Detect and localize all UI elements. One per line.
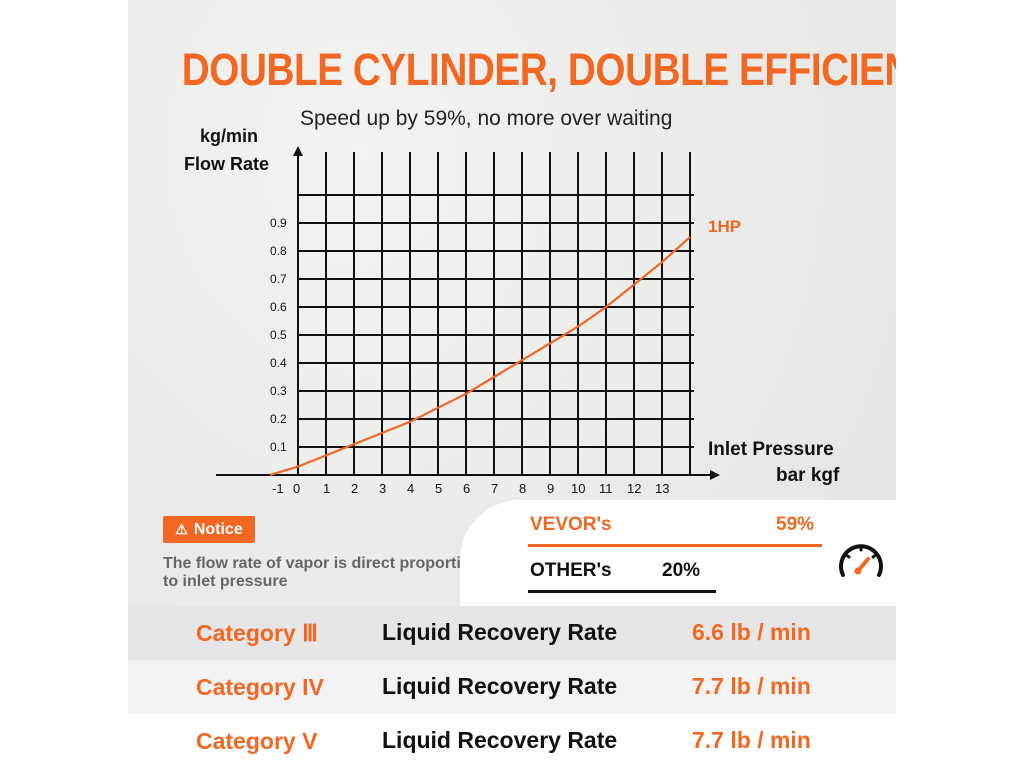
- chart-series: [269, 236, 691, 477]
- table-row: Category V Liquid Recovery Rate 7.7 lb /…: [128, 714, 896, 768]
- x-tick-label: 8: [519, 481, 526, 496]
- x-tick-label: 6: [463, 481, 470, 496]
- x-tick-label: 12: [627, 481, 641, 496]
- chart-axes: [216, 146, 720, 480]
- other-label: OTHER's: [530, 560, 612, 581]
- other-bar: [528, 590, 716, 593]
- y-tick-label: 0.5: [270, 328, 287, 342]
- y-tick-label: 0.3: [270, 384, 287, 398]
- metric-label: Liquid Recovery Rate: [382, 727, 618, 753]
- category-label: Category Ⅲ: [196, 620, 318, 646]
- x-axis-arrow: [710, 470, 720, 480]
- chart-subtitle: Speed up by 59%, no more over waiting: [300, 107, 673, 130]
- vevor-value: 59%: [776, 514, 815, 535]
- metric-label: Liquid Recovery Rate: [382, 619, 618, 645]
- y-tick-label: 0.9: [270, 216, 287, 230]
- category-label: Category IV: [196, 674, 324, 700]
- speedometer-icon: [839, 544, 883, 577]
- x-tick-label: 2: [351, 481, 358, 496]
- series-label-1hp: 1HP: [708, 217, 741, 236]
- warning-icon: ⚠: [175, 521, 188, 537]
- x-tick-label: 10: [571, 481, 585, 496]
- x-tick-label: 7: [491, 481, 498, 496]
- table-row: Category Ⅲ Liquid Recovery Rate 6.6 lb /…: [128, 606, 896, 660]
- comparison-card: [460, 500, 896, 606]
- x-tick-label: 1: [323, 481, 330, 496]
- x-tick-label: -1: [272, 481, 284, 496]
- metric-value: 6.6 lb / min: [692, 619, 811, 645]
- x-tick-label: 0: [293, 481, 300, 496]
- table-row: Category IV Liquid Recovery Rate 7.7 lb …: [128, 660, 896, 714]
- vevor-label: VEVOR's: [530, 514, 612, 535]
- y-axis-label-unit: kg/min: [200, 126, 258, 146]
- x-tick-label: 9: [547, 481, 554, 496]
- x-tick-label: 4: [407, 481, 414, 496]
- x-tick-label: 11: [599, 481, 613, 496]
- chart-labels: kg/min Flow Rate Inlet Pressure bar kgf …: [184, 126, 840, 496]
- vevor-bar: [528, 544, 822, 547]
- x-axis-label-unit: bar kgf: [776, 465, 840, 486]
- series-line: [269, 236, 691, 477]
- x-tick-label: 13: [655, 481, 669, 496]
- category-label: Category V: [196, 728, 318, 754]
- infographic-panel: DOUBLE CYLINDER, DOUBLE EFFICIENCY Speed…: [128, 0, 896, 768]
- notice-text: The flow rate of vapor is direct proport…: [163, 555, 481, 590]
- y-tick-label: 0.1: [270, 440, 287, 454]
- flow-rate-chart: kg/min Flow Rate Inlet Pressure bar kgf …: [184, 126, 840, 496]
- y-axis-label-name: Flow Rate: [184, 154, 269, 174]
- notice-badge-label: Notice: [193, 520, 243, 538]
- y-tick-label: 0.7: [270, 272, 287, 286]
- metric-value: 7.7 lb / min: [692, 727, 811, 753]
- y-tick-label: 0.8: [270, 244, 287, 258]
- page-title: DOUBLE CYLINDER, DOUBLE EFFICIENCY: [181, 44, 896, 95]
- y-tick-label: 0.2: [270, 412, 287, 426]
- metric-label: Liquid Recovery Rate: [382, 673, 618, 699]
- x-tick-label: 5: [435, 481, 442, 496]
- other-value: 20%: [662, 560, 701, 581]
- y-axis-arrow: [293, 146, 303, 156]
- x-tick-label: 3: [379, 481, 386, 496]
- y-tick-label: 0.4: [270, 356, 287, 370]
- x-axis-label-name: Inlet Pressure: [708, 439, 834, 460]
- notice-badge: ⚠ Notice: [163, 516, 255, 543]
- y-tick-label: 0.6: [270, 300, 287, 314]
- chart-grid: [297, 152, 694, 475]
- metric-value: 7.7 lb / min: [692, 673, 811, 699]
